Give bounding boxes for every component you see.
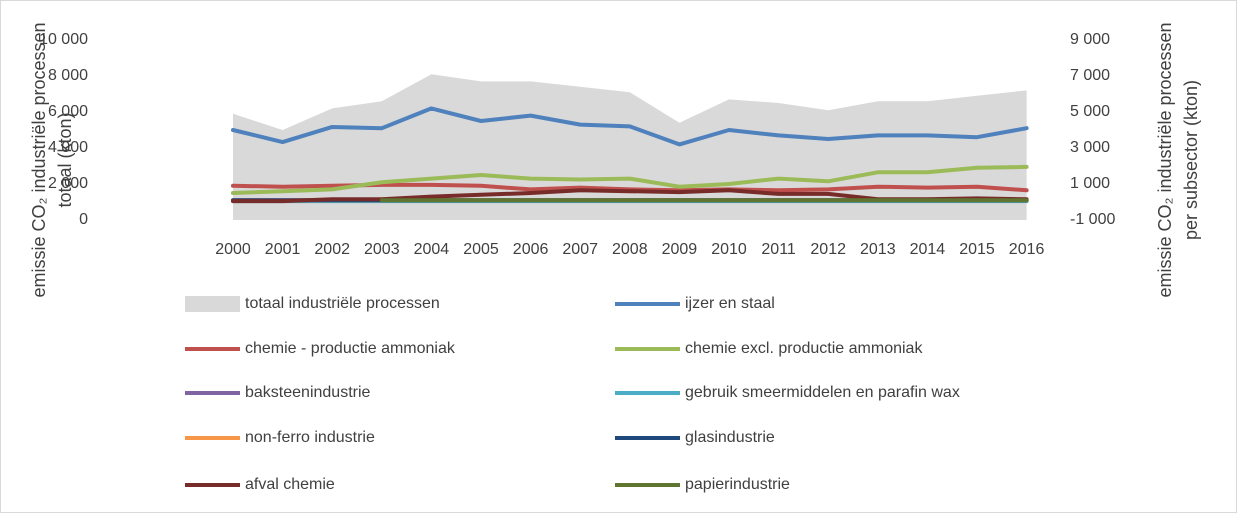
y-tick-label: 6 000 (48, 103, 88, 120)
x-tick-label: 2016 (1009, 241, 1045, 258)
y2-axis-title: emissie CO₂ industriële processen (1155, 22, 1175, 297)
legend-label: ijzer en staal (685, 295, 775, 312)
y2-tick-label: -1 000 (1070, 211, 1115, 228)
x-tick-label: 2003 (364, 241, 400, 258)
line (231, 164, 1029, 195)
x-tick-label: 2005 (463, 241, 499, 258)
x-tick-label: 2013 (860, 241, 896, 258)
x-tick-label: 2010 (711, 241, 747, 258)
y-tick-label: 10 000 (39, 31, 88, 48)
legend-label: gebruik smeermiddelen en parafin wax (685, 384, 960, 401)
x-tick-label: 2009 (662, 241, 698, 258)
legend-label: baksteenindustrie (245, 384, 371, 401)
y2-tick-label: 5 000 (1070, 103, 1110, 120)
legend-label: afval chemie (245, 476, 335, 493)
legend-swatch (185, 296, 240, 312)
x-tick-label: 2006 (513, 241, 549, 258)
y2-tick-label: 3 000 (1070, 139, 1110, 156)
legend-label: non-ferro industrie (245, 429, 375, 446)
legend-label: totaal industriële processen (245, 295, 440, 312)
legend-label: glasindustrie (685, 429, 775, 446)
legend-label: chemie - productie ammoniak (245, 340, 456, 357)
y-tick-label: 4 000 (48, 139, 88, 156)
x-tick-label: 2007 (562, 241, 598, 258)
x-tick-label: 2001 (265, 241, 301, 258)
y-axis-title: totaal (kton) (55, 112, 75, 207)
y-tick-label: 0 (79, 211, 88, 228)
x-tick-label: 2012 (810, 241, 846, 258)
x-tick-label: 2002 (314, 241, 350, 258)
x-tick-label: 2000 (215, 241, 251, 258)
y2-axis-title: per subsector (kton) (1181, 80, 1201, 240)
x-tick-label: 2004 (414, 241, 450, 258)
legend-label: chemie excl. productie ammoniak (685, 340, 923, 357)
y2-tick-label: 7 000 (1070, 67, 1110, 84)
x-tick-label: 2014 (910, 241, 946, 258)
x-tick-label: 2015 (959, 241, 995, 258)
x-tick-label: 2008 (612, 241, 648, 258)
y-axis-title: emissie CO₂ industriële processen (29, 22, 49, 297)
y2-tick-label: 1 000 (1070, 175, 1110, 192)
x-tick-label: 2011 (761, 241, 796, 258)
y-tick-label: 8 000 (48, 67, 88, 84)
legend-label: papierindustrie (685, 476, 790, 493)
y2-tick-label: 9 000 (1070, 31, 1110, 48)
y-tick-label: 2 000 (48, 175, 88, 192)
line (231, 106, 1029, 147)
